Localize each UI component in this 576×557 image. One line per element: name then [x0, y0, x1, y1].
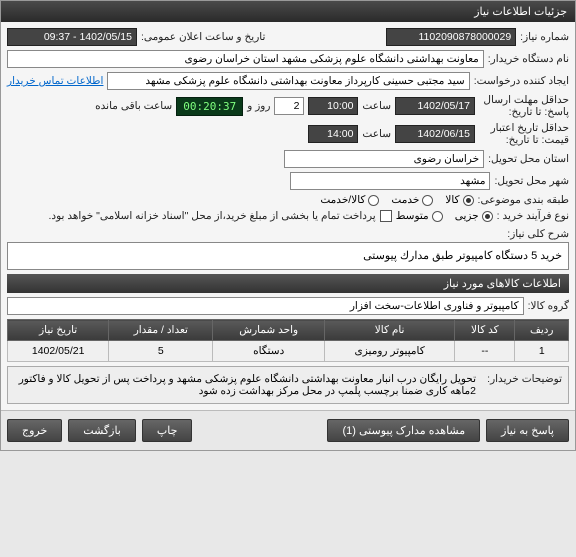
radio-both[interactable]: کالا/خدمت: [320, 194, 379, 206]
contact-link[interactable]: اطلاعات تماس خریدار: [7, 75, 103, 87]
radio-dot-icon: [368, 195, 379, 206]
radio-dot-icon: [482, 211, 493, 222]
time-label-2: ساعت: [362, 128, 391, 140]
cell-unit: دستگاه: [213, 341, 325, 362]
deadline-date: 1402/05/17: [395, 97, 475, 115]
col-unit: واحد شمارش: [213, 320, 325, 341]
note-text: تحویل رایگان درب انبار معاونت بهداشتی دا…: [14, 373, 476, 397]
radio-service[interactable]: خدمت: [391, 194, 433, 206]
radio-dot-icon: [432, 211, 443, 222]
items-table: ردیف کد کالا نام کالا واحد شمارش تعداد /…: [7, 319, 569, 362]
days-label: روز و: [247, 100, 270, 112]
city-label: شهر محل تحویل:: [494, 175, 569, 187]
buytype-label: نوع فرآیند خرید :: [497, 210, 569, 222]
time-label-1: ساعت: [362, 100, 391, 112]
table-row[interactable]: 1 -- كامپيوتر رومیزی دستگاه 5 1402/05/21: [8, 341, 569, 362]
buytype-radio-group: جزیی متوسط: [396, 210, 493, 222]
radio-dot-icon: [422, 195, 433, 206]
treasury-checkbox[interactable]: [380, 210, 392, 222]
radio-dot-icon: [463, 195, 474, 206]
buyer-label: نام دستگاه خریدار:: [488, 53, 569, 65]
days-value: 2: [274, 97, 304, 115]
attachments-button[interactable]: مشاهده مدارک پیوستی (1): [327, 419, 480, 442]
button-bar: پاسخ به نیاز مشاهده مدارک پیوستی (1) چاپ…: [1, 410, 575, 450]
remain-label: ساعت باقی مانده: [95, 100, 172, 112]
col-date: تاریخ نیاز: [8, 320, 109, 341]
city-value: مشهد: [290, 172, 490, 190]
group-label: گروه کالا:: [528, 300, 569, 312]
reply-button[interactable]: پاسخ به نیاز: [486, 419, 569, 442]
back-button[interactable]: بازگشت: [68, 419, 136, 442]
creator-value: سيد مجتبی حسينی كارپرداز معاونت بهداشتی …: [107, 72, 469, 90]
exit-button[interactable]: خروج: [7, 419, 62, 442]
items-section-head: اطلاعات کالاهای مورد نیاز: [7, 274, 569, 293]
cell-qty: 5: [109, 341, 213, 362]
countdown-timer: 00:20:37: [176, 97, 243, 116]
table-header-row: ردیف کد کالا نام کالا واحد شمارش تعداد /…: [8, 320, 569, 341]
credit-time: 14:00: [308, 125, 358, 143]
pay-note: پرداخت تمام یا بخشی از مبلغ خرید،از محل …: [49, 210, 376, 222]
subject-radio-group: کالا خدمت کالا/خدمت: [320, 194, 473, 206]
deadline-label: حداقل مهلت ارسال پاسخ: تا تاریخ:: [479, 94, 569, 118]
deadline-time: 10:00: [308, 97, 358, 115]
creator-label: ایجاد کننده درخواست:: [474, 75, 569, 87]
radio-partial[interactable]: جزیی: [455, 210, 493, 222]
need-no-label: شماره نیاز:: [520, 31, 569, 43]
radio-medium[interactable]: متوسط: [396, 210, 443, 222]
titlebar: جزئیات اطلاعات نیاز: [1, 1, 575, 22]
buyer-note-box: توضیحات خریدار: تحویل رایگان درب انبار م…: [7, 366, 569, 404]
note-label: توضیحات خریدار:: [482, 373, 562, 397]
province-value: خراسان رضوی: [284, 150, 484, 168]
need-no-value: 1102090878000029: [386, 28, 516, 46]
desc-label: شرح کلی نیاز:: [7, 228, 569, 240]
col-code: کد کالا: [455, 320, 515, 341]
content-area: شماره نیاز: 1102090878000029 تاریخ و ساع…: [1, 22, 575, 410]
print-button[interactable]: چاپ: [142, 419, 193, 442]
pub-dt-value: 1402/05/15 - 09:37: [7, 28, 137, 46]
radio-goods[interactable]: کالا: [445, 194, 473, 206]
cell-code: --: [455, 341, 515, 362]
cell-date: 1402/05/21: [8, 341, 109, 362]
subject-label: طبقه بندی موضوعی:: [478, 194, 569, 206]
window-title: جزئیات اطلاعات نیاز: [474, 6, 567, 18]
col-name: نام کالا: [325, 320, 455, 341]
col-idx: ردیف: [515, 320, 569, 341]
credit-date: 1402/06/15: [395, 125, 475, 143]
group-value: كامپيوتر و فناوری اطلاعات-سخت افزار: [7, 297, 524, 315]
province-label: استان محل تحویل:: [488, 153, 569, 165]
desc-value: خرید 5 دستگاه كامپيوتر طبق مدارك پيوستی: [7, 242, 569, 270]
credit-label: حداقل تاریخ اعتبار قیمت: تا تاریخ:: [479, 122, 569, 146]
col-qty: تعداد / مقدار: [109, 320, 213, 341]
cell-name: كامپيوتر رومیزی: [325, 341, 455, 362]
cell-idx: 1: [515, 341, 569, 362]
need-details-window: جزئیات اطلاعات نیاز شماره نیاز: 11020908…: [0, 0, 576, 451]
pub-dt-label: تاریخ و ساعت اعلان عمومی:: [141, 31, 265, 43]
buyer-value: معاونت بهداشتی دانشگاه علوم پزشكی مشهد ا…: [7, 50, 484, 68]
